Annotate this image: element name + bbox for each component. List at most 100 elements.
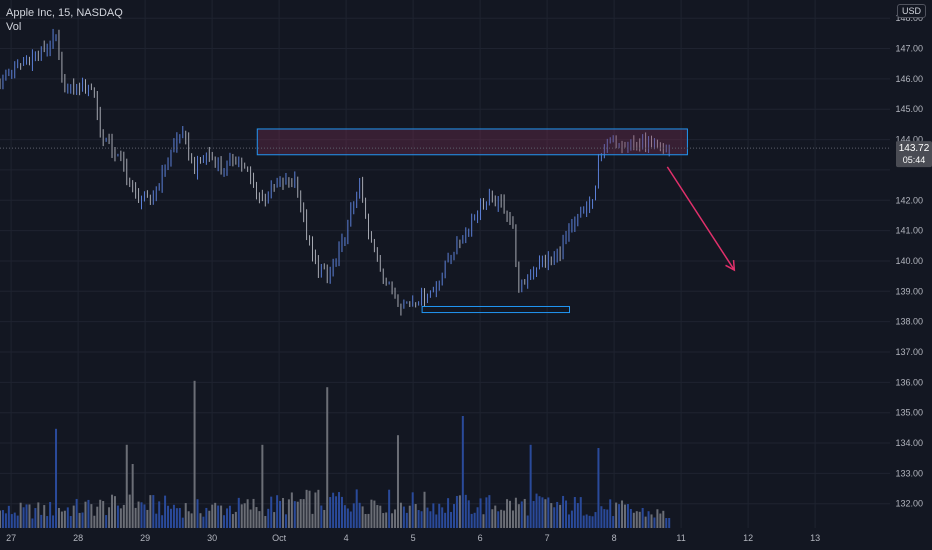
volume-bar bbox=[49, 502, 52, 528]
volume-bar bbox=[205, 507, 208, 528]
volume-bar bbox=[585, 514, 588, 528]
volume-bar bbox=[243, 503, 246, 528]
volume-bar bbox=[361, 506, 364, 528]
volume-bar bbox=[479, 498, 482, 528]
volume-bar bbox=[158, 501, 161, 528]
volume-bar bbox=[52, 515, 55, 528]
volume-bar bbox=[491, 509, 494, 528]
volume-bar bbox=[517, 504, 520, 528]
symbol-title: Apple Inc, 15, NASDAQ bbox=[6, 7, 123, 19]
volume-bar bbox=[225, 508, 228, 528]
volume-bar bbox=[497, 511, 500, 528]
volume-bar bbox=[423, 491, 426, 528]
volume-bar bbox=[105, 515, 108, 528]
volume-bar bbox=[63, 510, 66, 528]
volume-bar bbox=[60, 511, 63, 528]
volume-bar bbox=[119, 508, 122, 528]
volume-bar bbox=[441, 507, 444, 528]
volume-bar bbox=[22, 507, 25, 528]
volume-bar bbox=[588, 515, 591, 528]
volume-bar bbox=[220, 505, 223, 528]
volume-bar bbox=[155, 513, 158, 528]
volume-bar bbox=[511, 510, 514, 528]
volume-bar bbox=[167, 505, 170, 528]
y-tick-label: 147.00 bbox=[895, 44, 923, 54]
volume-bar bbox=[10, 514, 13, 528]
volume-bar bbox=[267, 508, 270, 528]
volume-bar bbox=[1, 510, 4, 528]
volume-bar bbox=[231, 514, 234, 528]
volume-bar bbox=[417, 510, 420, 528]
volume-bar bbox=[326, 387, 329, 528]
volume-bar bbox=[523, 498, 526, 528]
volume-bar bbox=[379, 505, 382, 528]
y-tick-label: 139.00 bbox=[895, 286, 923, 296]
y-tick-label: 148.00 bbox=[895, 13, 923, 23]
volume-bar bbox=[228, 505, 231, 528]
volume-bar bbox=[538, 496, 541, 528]
x-tick-label: 28 bbox=[73, 533, 83, 543]
volume-bar bbox=[202, 516, 205, 528]
volume-bar bbox=[659, 513, 662, 528]
volume-bar bbox=[69, 516, 72, 528]
y-tick-label: 135.00 bbox=[895, 408, 923, 418]
volume-bar bbox=[591, 516, 594, 528]
volume-bar bbox=[582, 515, 585, 528]
volume-bar bbox=[343, 505, 346, 528]
volume-bar bbox=[161, 515, 164, 528]
volume-bar bbox=[84, 501, 87, 528]
volume-bar bbox=[509, 500, 512, 528]
volume-bar bbox=[196, 499, 199, 528]
volume-bar bbox=[382, 513, 385, 528]
volume-bar bbox=[503, 510, 506, 528]
volume-bar bbox=[450, 511, 453, 528]
volume-bar bbox=[217, 505, 220, 528]
volume-bar bbox=[373, 500, 376, 528]
volume-bar bbox=[556, 501, 559, 528]
volume-bar bbox=[128, 494, 131, 528]
volume-bar bbox=[626, 504, 629, 528]
volume-bar bbox=[461, 416, 464, 528]
volume-bar bbox=[164, 495, 167, 528]
volume-bar bbox=[349, 511, 352, 528]
x-tick-label: 7 bbox=[545, 533, 550, 543]
volume-bar bbox=[311, 513, 314, 528]
volume-bar bbox=[476, 507, 479, 528]
volume-bar bbox=[264, 516, 267, 528]
volume-bar bbox=[184, 503, 187, 528]
last-price-value: 143.72 bbox=[899, 143, 930, 154]
volume-bar bbox=[447, 498, 450, 528]
volume-bar bbox=[282, 497, 285, 528]
last-price-label bbox=[896, 141, 932, 168]
volume-bar bbox=[606, 509, 609, 528]
x-tick-label: 29 bbox=[140, 533, 150, 543]
volume-bar bbox=[102, 501, 105, 528]
volume-bar bbox=[175, 508, 178, 528]
volume-bar bbox=[43, 505, 46, 528]
volume-bar bbox=[665, 518, 668, 528]
volume-bar bbox=[612, 516, 615, 528]
volume-bar bbox=[131, 464, 134, 528]
volume-bar bbox=[137, 501, 140, 528]
volume-bar bbox=[541, 497, 544, 528]
y-tick-label: 136.00 bbox=[895, 377, 923, 387]
volume-bar bbox=[314, 492, 317, 528]
volume-bar bbox=[506, 499, 509, 528]
volume-bar bbox=[323, 509, 326, 528]
currency-button[interactable]: USD bbox=[896, 4, 926, 18]
volume-bar bbox=[338, 492, 341, 528]
volume-bar bbox=[662, 510, 665, 528]
volume-bar bbox=[305, 489, 308, 528]
countdown-label: 05:44 bbox=[903, 155, 926, 165]
volume-bar bbox=[13, 512, 16, 528]
volume-bar bbox=[299, 499, 302, 528]
volume-bar bbox=[7, 505, 10, 528]
volume-bar bbox=[290, 492, 293, 528]
x-tick-label: 11 bbox=[676, 533, 685, 543]
volume-bar bbox=[346, 508, 349, 528]
y-tick-label: 138.00 bbox=[895, 317, 923, 327]
volume-bar bbox=[653, 517, 656, 528]
volume-bar bbox=[187, 511, 190, 528]
forecast-arrow-head bbox=[725, 260, 736, 272]
